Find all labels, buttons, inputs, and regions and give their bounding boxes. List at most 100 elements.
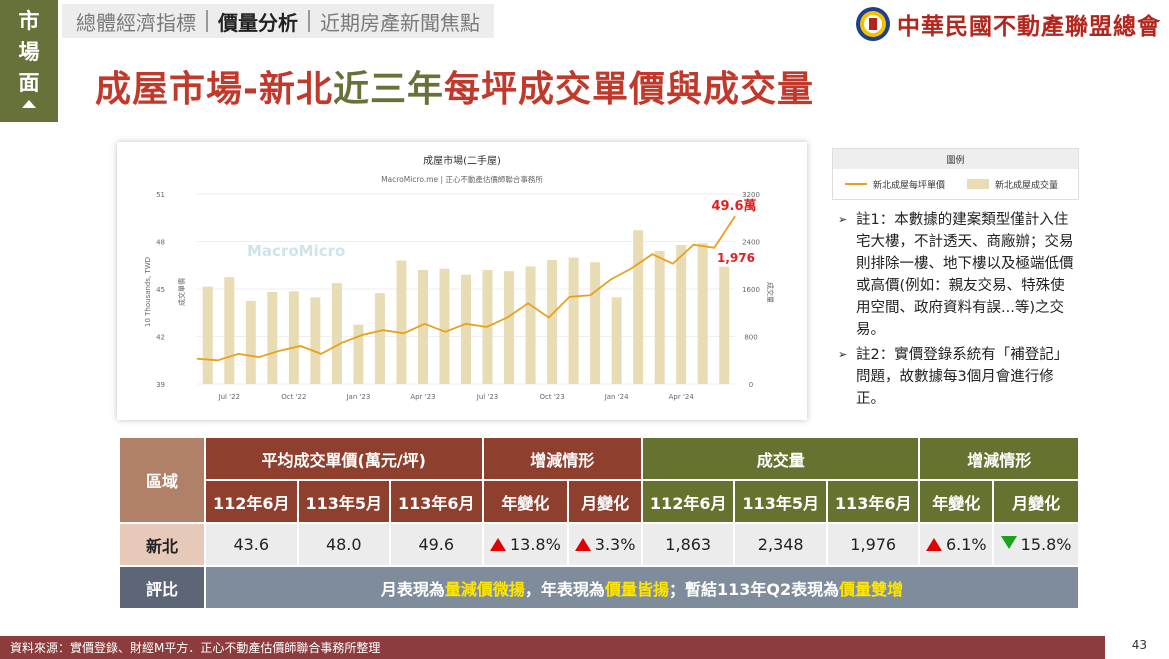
x-tick-label: Oct '23 xyxy=(539,393,564,401)
left-tick-label: 45 xyxy=(156,286,165,294)
volume-cell: 1,976 xyxy=(827,524,919,565)
down-triangle-icon xyxy=(1000,536,1017,549)
area-header: 區域 xyxy=(120,438,204,522)
left-tick-label: 51 xyxy=(156,191,165,199)
legend-bar-label: 新北成屋成交量 xyxy=(995,180,1059,191)
legend-line-swatch xyxy=(845,183,867,185)
breadcrumb-divider xyxy=(308,10,310,32)
right-tick-label: 800 xyxy=(744,334,757,342)
volume-bar xyxy=(568,257,579,384)
volume-change-header: 增減情形 xyxy=(920,438,1078,479)
volume-bar xyxy=(547,259,558,384)
page-title-part: 近三年 xyxy=(332,69,444,110)
price-yoy-cell: 13.8% xyxy=(483,524,568,565)
price-line xyxy=(196,215,736,362)
section-tab-char: 市 xyxy=(18,9,40,33)
note-item: ➢ 註1：本數據的建案類型僅計入住宅大樓，不計透天、商廠辦；交易則排除一樓、地下… xyxy=(838,209,1078,341)
breadcrumb-item-macro[interactable]: 總體經濟指標 xyxy=(76,10,196,35)
volume-bar xyxy=(245,300,256,384)
breadcrumb-divider xyxy=(206,10,208,32)
page-title-part: 每坪成交單價與成交量 xyxy=(443,69,814,110)
compare-text: ；暫結113年Q2表現為 xyxy=(668,579,840,599)
price-mom-value: 3.3% xyxy=(594,535,636,554)
volume-bar xyxy=(288,291,299,384)
footer-source: 資料來源：實價登錄、財經M平方．正心不動產估價師聯合事務所整理 xyxy=(0,636,1105,659)
col-header: 113年6月 xyxy=(827,481,919,522)
volume-bar xyxy=(461,274,471,384)
volume-annotation: 1,976 xyxy=(717,251,755,265)
note-text: 註1：本數據的建案類型僅計入住宅大樓，不計透天、商廠辦；交易則排除一樓、地下樓以… xyxy=(856,212,1074,338)
price-mom-cell: 3.3% xyxy=(569,524,641,565)
volume-mom-value: 15.8% xyxy=(1020,535,1072,554)
x-tick-label: Jan '23 xyxy=(345,393,370,401)
note-item: ➢ 註2：實價登錄系統有「補登記」問題，故數據每3個月會進行修正。 xyxy=(838,344,1078,410)
arrow-bullet-icon: ➢ xyxy=(838,348,848,361)
left-axis-title-cn: 成交單價 xyxy=(177,278,186,306)
section-tab-char: 場 xyxy=(18,40,40,64)
breadcrumb-item-price-volume[interactable]: 價量分析 xyxy=(218,10,298,35)
legend-bar-swatch xyxy=(967,179,990,189)
price-change-header: 增減情形 xyxy=(483,438,641,479)
chart-title: 成屋市場(二手屋) xyxy=(423,154,501,167)
arrow-bullet-icon: ➢ xyxy=(838,213,848,226)
volume-bar xyxy=(310,297,321,384)
left-tick-label: 42 xyxy=(156,334,165,342)
volume-bar xyxy=(525,266,536,384)
col-header: 年變化 xyxy=(920,481,993,522)
volume-bar xyxy=(654,251,665,384)
legend-line-label: 新北成屋每坪單價 xyxy=(873,180,946,191)
price-yoy-value: 13.8% xyxy=(509,535,561,554)
right-tick-label: 3200 xyxy=(742,191,760,199)
compare-label: 評比 xyxy=(120,567,204,608)
chart-legend: 圖例 新北成屋每坪單價 新北成屋成交量 xyxy=(832,148,1079,200)
section-tab-char: 面 xyxy=(18,71,40,95)
compare-summary: 月表現為量減價微揚，年表現為價量皆揚；暫結113年Q2表現為價量雙增 xyxy=(206,567,1078,608)
volume-bar xyxy=(697,243,708,384)
x-tick-label: Oct '22 xyxy=(281,393,306,401)
volume-bar xyxy=(611,297,622,384)
volume-bar xyxy=(374,293,385,384)
col-header: 112年6月 xyxy=(642,481,734,522)
right-tick-label: 2400 xyxy=(742,239,760,247)
page-title-part: 成屋市場-新北 xyxy=(95,69,333,110)
volume-bar xyxy=(676,245,687,384)
stats-table: 區域 平均成交單價(萬元/坪) 增減情形 成交量 增減情形 112年6月 113… xyxy=(118,436,1080,610)
volume-bar xyxy=(719,266,730,384)
col-header: 年變化 xyxy=(483,481,568,522)
volume-yoy-cell: 6.1% xyxy=(920,524,993,565)
x-tick-label: Apr '24 xyxy=(669,393,695,401)
x-tick-label: Jul '22 xyxy=(218,393,241,401)
volume-bar xyxy=(331,283,342,384)
volume-bar xyxy=(504,271,515,384)
price-cell: 49.6 xyxy=(391,524,482,565)
volume-bar xyxy=(396,260,407,384)
left-axis-title: 10 Thousands, TWD xyxy=(144,257,152,327)
breadcrumb: 總體經濟指標 價量分析 近期房產新聞焦點 xyxy=(62,4,494,38)
compare-highlight: 量減價微揚 xyxy=(444,579,525,599)
col-header: 112年6月 xyxy=(206,481,297,522)
association-name: 中華民國不動產聯盟總會 xyxy=(897,13,1161,40)
area-cell: 新北 xyxy=(120,524,204,565)
right-tick-label: 0 xyxy=(749,381,753,389)
x-tick-label: Jan '24 xyxy=(604,393,629,401)
chart-subtitle: MacroMicro.me | 正心不動產估價師聯合事務所 xyxy=(381,174,543,184)
compare-text: 月表現為 xyxy=(380,579,445,599)
price-annotation: 49.6萬 xyxy=(711,198,756,214)
breadcrumb-item-news[interactable]: 近期房產新聞焦點 xyxy=(320,10,480,35)
compare-text: ，年表現為 xyxy=(524,579,605,599)
price-cell: 48.0 xyxy=(298,524,389,565)
col-header: 月變化 xyxy=(994,481,1078,522)
col-header: 113年6月 xyxy=(391,481,482,522)
volume-header: 成交量 xyxy=(642,438,919,479)
right-axis-title-cn: 成交量 xyxy=(766,282,775,303)
page-number: 43 xyxy=(1131,638,1147,652)
left-tick-label: 39 xyxy=(156,381,165,389)
compare-highlight: 價量皆揚 xyxy=(604,579,669,599)
x-tick-label: Jul '23 xyxy=(476,393,499,401)
caret-up-icon xyxy=(22,100,36,108)
volume-bar xyxy=(590,262,601,384)
up-triangle-icon xyxy=(925,538,942,551)
price-volume-chart: 成屋市場(二手屋) MacroMicro.me | 正心不動產估價師聯合事務所 39… xyxy=(144,154,775,401)
volume-mom-cell: 15.8% xyxy=(994,524,1078,565)
volume-cell: 2,348 xyxy=(735,524,826,565)
